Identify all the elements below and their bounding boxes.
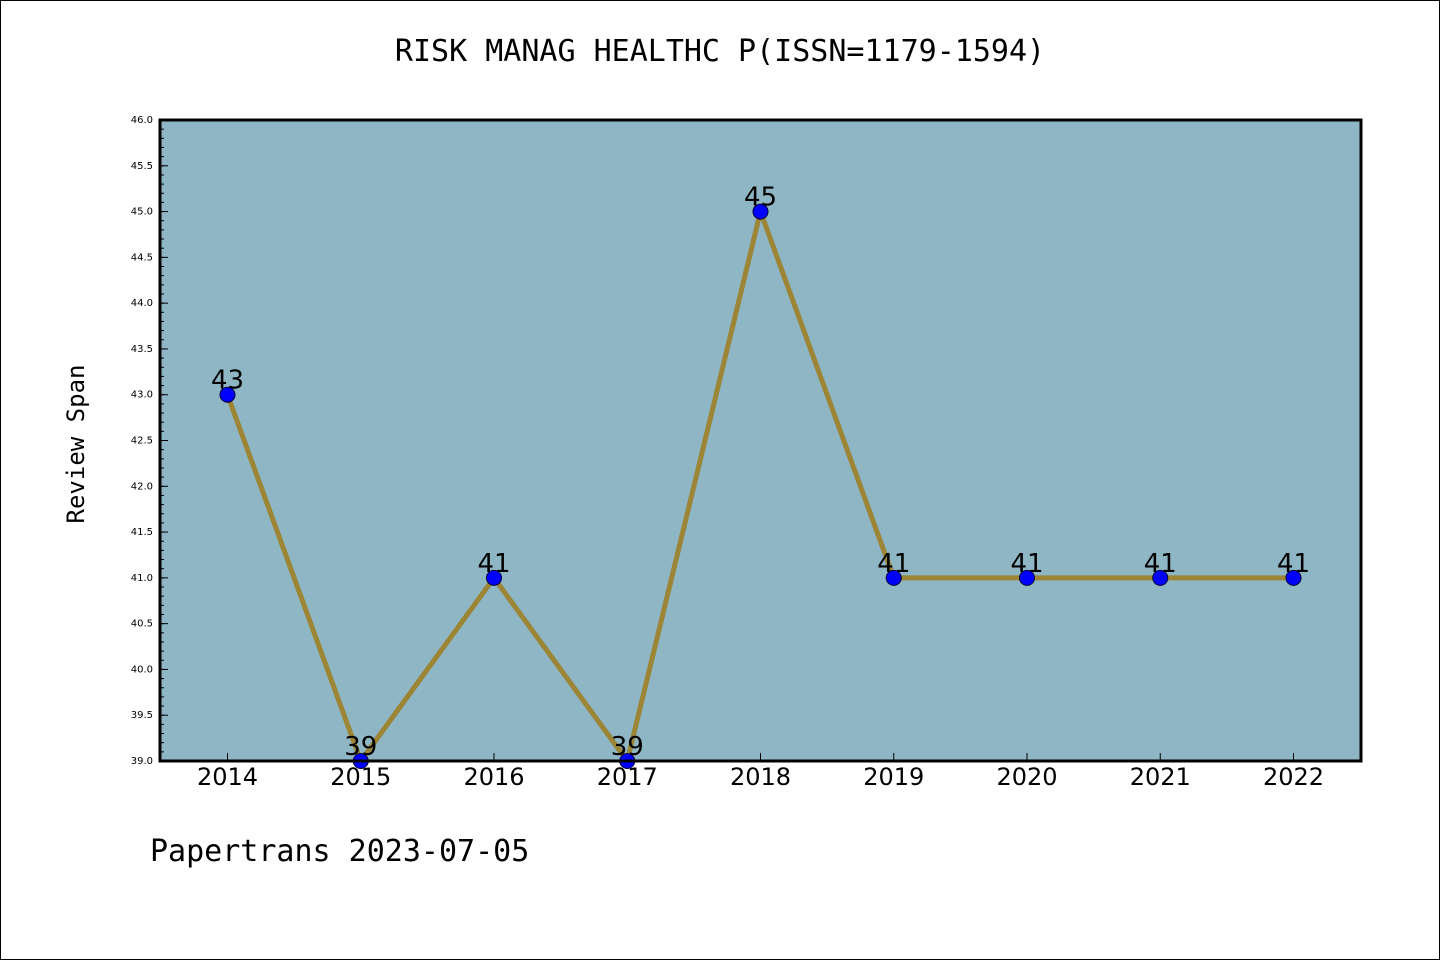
plot-border: [158, 118, 1363, 763]
data-label: 41: [877, 549, 910, 579]
y-tick-label: 43.0: [131, 390, 153, 401]
y-tick-label: 42.0: [131, 481, 153, 492]
data-point: [486, 569, 502, 586]
data-label: 39: [611, 732, 644, 762]
y-tick-label: 43.5: [131, 344, 153, 355]
plot-area: [160, 120, 1361, 761]
data-point: [752, 203, 769, 220]
data-point: [1019, 569, 1035, 586]
data-point: [219, 386, 236, 403]
x-tick-label: 2020: [996, 763, 1057, 791]
x-tick-label: 2014: [197, 763, 258, 791]
data-label: 41: [1144, 549, 1177, 579]
x-tick-label: 2016: [463, 763, 524, 791]
x-tick-label: 2018: [730, 763, 791, 791]
y-tick-label: 42.5: [131, 436, 153, 447]
y-tick-label: 39.5: [131, 710, 153, 721]
y-tick-label: 40.5: [131, 619, 153, 630]
footer-stamp: Papertrans 2023-07-05: [150, 834, 530, 869]
data-point: [1152, 569, 1169, 586]
data-label: 39: [344, 732, 377, 762]
y-tick-label: 44.5: [131, 252, 153, 263]
data-label: 41: [1277, 549, 1310, 579]
y-tick-label: 41.5: [131, 527, 153, 538]
data-point: [1285, 569, 1302, 586]
x-tick-label: 2021: [1130, 763, 1191, 791]
y-tick-label: 41.0: [131, 573, 153, 584]
data-point: [885, 569, 902, 586]
x-tick-label: 2022: [1263, 763, 1324, 791]
y-tick-label: 40.0: [131, 664, 153, 675]
chart-title: RISK MANAG HEALTHC P(ISSN=1179-1594): [394, 34, 1046, 69]
y-tick-label: 39.0: [131, 756, 153, 767]
y-tick-label: 46.0: [131, 115, 153, 126]
y-tick-label: 44.0: [131, 298, 153, 309]
y-tick-label: 45.5: [131, 161, 153, 172]
data-label: 41: [1010, 549, 1043, 579]
x-tick-label: 2019: [863, 763, 924, 791]
data-label: 43: [211, 366, 244, 396]
data-label: 45: [744, 183, 777, 213]
data-label: 41: [477, 549, 510, 579]
y-tick-label: 45.0: [131, 207, 153, 218]
